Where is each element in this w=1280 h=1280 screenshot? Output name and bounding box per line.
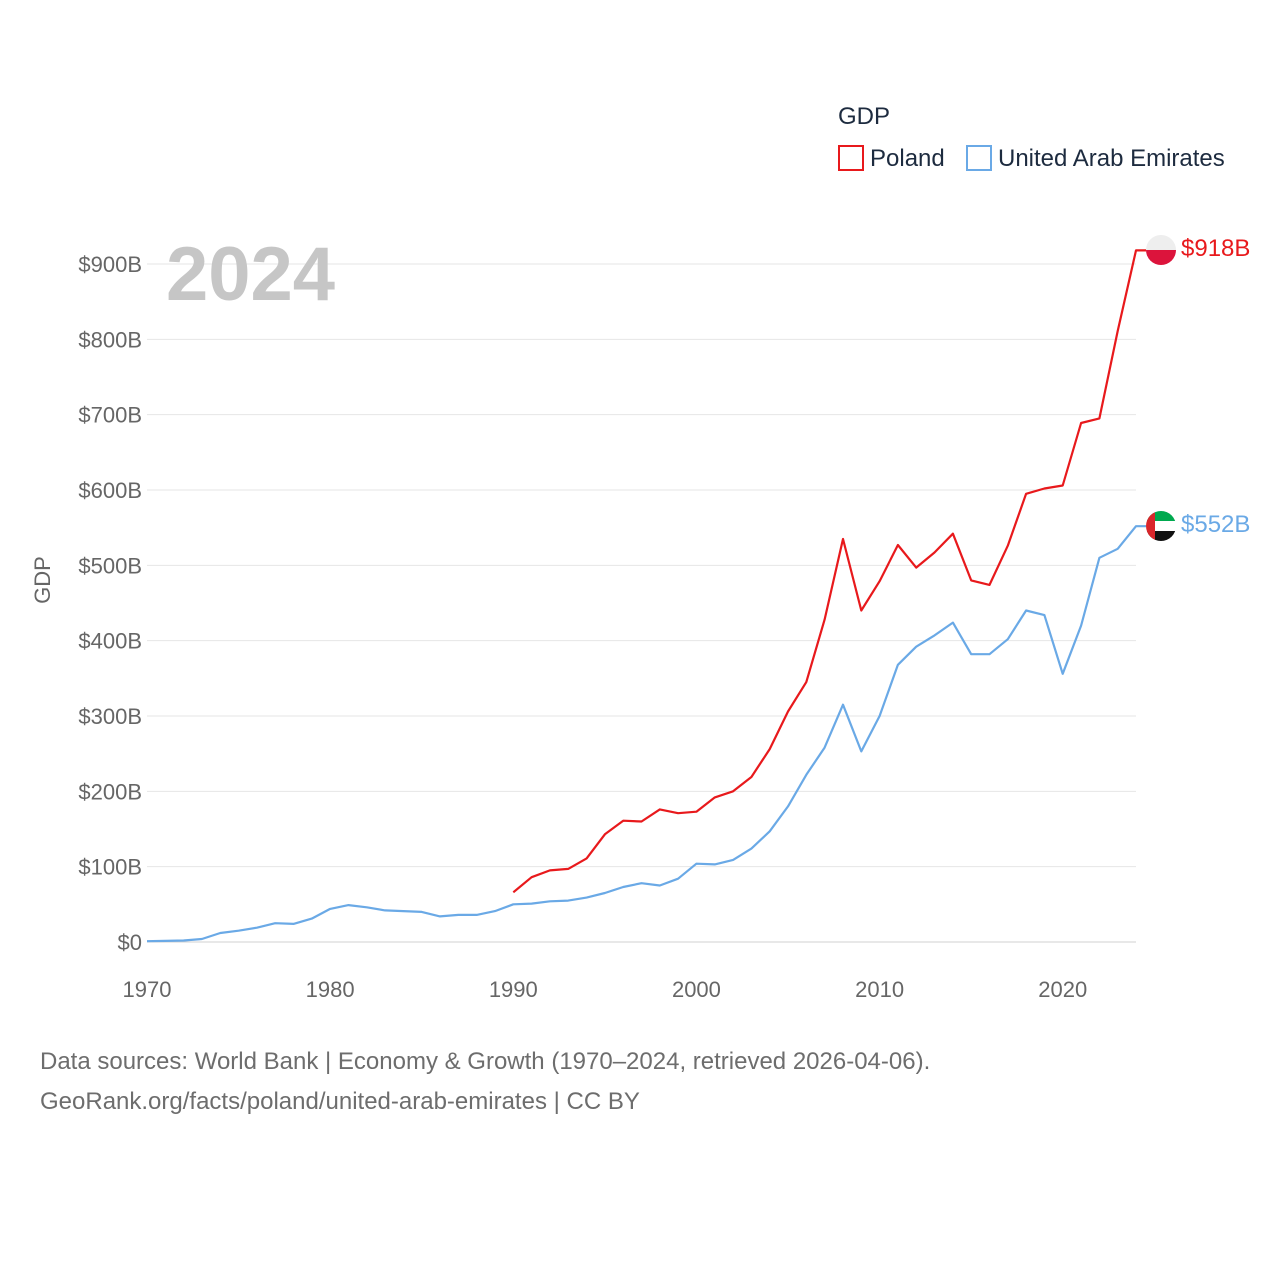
year-watermark: 2024 [166, 232, 335, 317]
series-line-uae[interactable] [146, 525, 1146, 943]
legend-label-poland[interactable]: Poland [870, 145, 945, 172]
gdp-line-chart: $0 $100B $200B $300B $400B $500B $600B $700B $80… [30, 103, 1250, 1002]
y-axis-ticks: $0 $100B $200B $300B $400B $500B $600B $700B $80… [78, 252, 142, 955]
series-line-poland[interactable] [512, 249, 1146, 894]
legend: GDP Poland United Arab Emirates [838, 103, 1225, 172]
series-lines [146, 249, 1146, 943]
source-link[interactable]: GeoRank.org/facts/poland/united-arab-emi… [40, 1088, 640, 1115]
x-tick-label: 2010 [855, 977, 904, 1002]
y-tick-label: $800B [78, 327, 142, 352]
end-label-poland: $918B [1181, 235, 1250, 262]
x-tick-label: 1970 [123, 977, 172, 1002]
y-tick-label: $0 [118, 930, 142, 955]
uae-flag-icon [1146, 511, 1176, 541]
x-tick-label: 1980 [306, 977, 355, 1002]
legend-swatch-uae[interactable] [966, 145, 992, 171]
x-tick-label: 2000 [672, 977, 721, 1002]
y-tick-label: $400B [78, 629, 142, 654]
legend-label-uae[interactable]: United Arab Emirates [998, 145, 1225, 172]
y-axis-title: GDP [30, 556, 55, 604]
y-tick-label: $100B [78, 855, 142, 880]
footer: Data sources: World Bank | Economy & Gro… [40, 1042, 930, 1122]
y-tick-label: $300B [78, 704, 142, 729]
x-tick-label: 1990 [489, 977, 538, 1002]
y-tick-label: $200B [78, 779, 142, 804]
legend-swatch-poland[interactable] [838, 145, 864, 171]
legend-title: GDP [838, 103, 890, 130]
y-tick-label: $600B [78, 478, 142, 503]
x-tick-label: 2020 [1038, 977, 1087, 1002]
poland-flag-icon [1146, 235, 1176, 265]
y-tick-label: $900B [78, 252, 142, 277]
y-tick-label: $500B [78, 553, 142, 578]
y-tick-label: $700B [78, 403, 142, 428]
data-sources-text: Data sources: World Bank | Economy & Gro… [40, 1048, 931, 1075]
end-label-uae: $552B [1181, 511, 1250, 538]
x-axis-ticks: 1970 1980 1990 2000 2010 2020 [123, 977, 1088, 1002]
grid-lines [147, 263, 1136, 943]
